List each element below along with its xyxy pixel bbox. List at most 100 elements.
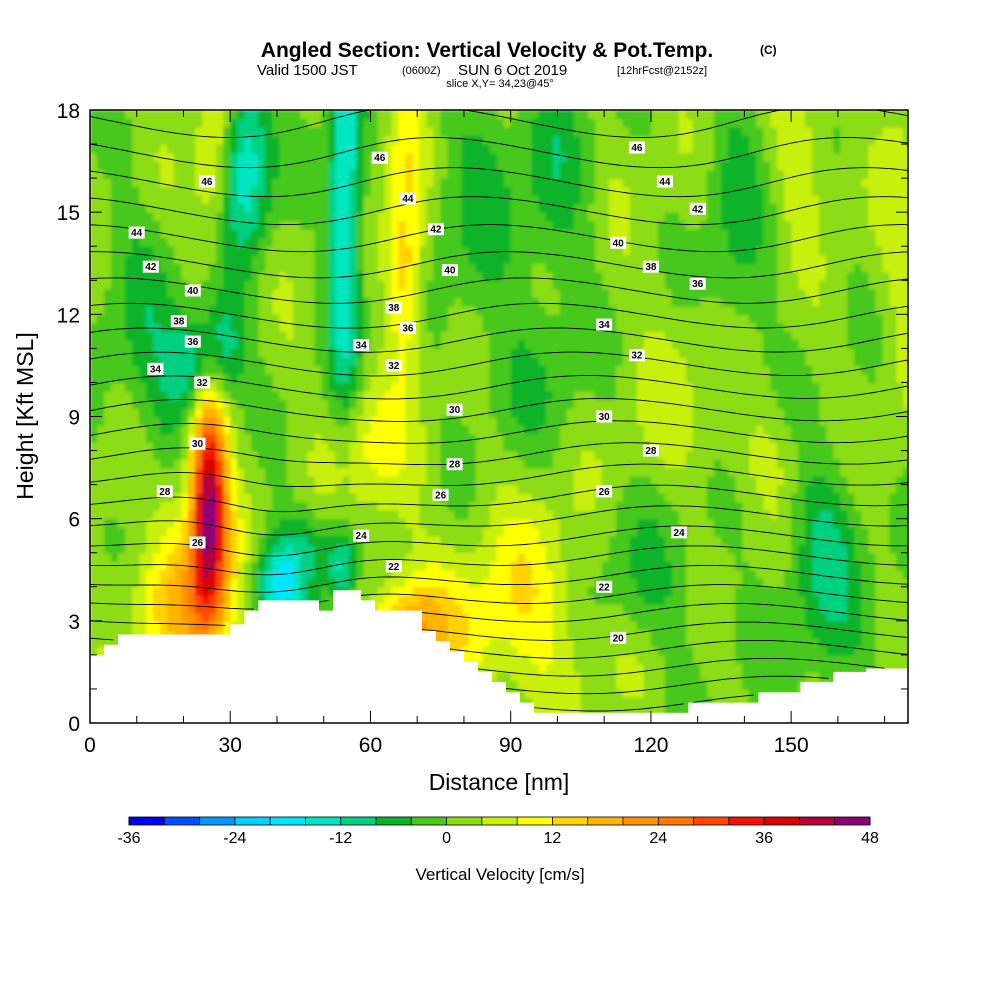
velocity-cell xyxy=(475,152,484,162)
velocity-cell xyxy=(272,356,280,367)
velocity-cell xyxy=(510,433,519,443)
velocity-cell xyxy=(328,433,336,443)
velocity-cell xyxy=(384,118,393,128)
velocity-cell xyxy=(111,135,119,145)
velocity-cell xyxy=(496,314,505,324)
velocity-cell xyxy=(328,442,336,452)
velocity-cell xyxy=(496,246,505,256)
velocity-cell xyxy=(384,433,393,443)
velocity-cell xyxy=(398,425,407,435)
velocity-cell xyxy=(342,144,351,154)
velocity-cell xyxy=(118,135,126,145)
velocity-cell xyxy=(545,688,554,699)
velocity-cell xyxy=(398,552,407,562)
velocity-cell xyxy=(531,203,540,213)
velocity-cell xyxy=(258,135,266,145)
velocity-cell xyxy=(321,127,329,137)
velocity-cell xyxy=(90,127,98,137)
velocity-cell xyxy=(223,612,231,622)
velocity-cell xyxy=(132,127,140,137)
velocity-cell xyxy=(188,510,196,520)
velocity-cell xyxy=(209,476,217,486)
velocity-cell xyxy=(349,263,358,273)
velocity-cell xyxy=(307,382,315,392)
velocity-cell xyxy=(97,527,105,537)
velocity-cell xyxy=(328,229,336,239)
velocity-cell xyxy=(342,450,351,460)
velocity-cell xyxy=(482,544,491,554)
velocity-cell xyxy=(475,212,484,222)
velocity-cell xyxy=(90,637,98,647)
velocity-cell xyxy=(545,399,554,409)
velocity-cell xyxy=(475,314,484,324)
velocity-cell xyxy=(524,399,533,409)
velocity-cell xyxy=(328,459,336,469)
velocity-cell xyxy=(419,246,428,256)
velocity-cell xyxy=(517,595,526,605)
velocity-cell xyxy=(90,390,98,401)
velocity-cell xyxy=(132,135,140,145)
velocity-cell xyxy=(510,237,519,247)
velocity-cell xyxy=(440,280,449,290)
velocity-cell xyxy=(342,118,351,128)
velocity-cell xyxy=(286,493,294,503)
velocity-cell xyxy=(209,450,217,460)
velocity-cell xyxy=(566,348,575,358)
velocity-cell xyxy=(335,561,344,571)
velocity-cell xyxy=(398,254,407,264)
velocity-cell xyxy=(307,459,315,469)
velocity-cell xyxy=(552,169,561,179)
velocity-cell xyxy=(209,152,217,162)
velocity-cell xyxy=(118,544,126,554)
velocity-cell xyxy=(517,663,526,673)
velocity-cell xyxy=(531,680,540,690)
velocity-cell xyxy=(573,629,582,639)
velocity-cell xyxy=(314,586,322,596)
velocity-cell xyxy=(370,288,379,298)
velocity-cell xyxy=(489,612,498,622)
velocity-cell xyxy=(209,569,217,579)
velocity-cell xyxy=(349,365,358,375)
velocity-cell xyxy=(321,433,329,443)
velocity-cell xyxy=(174,186,182,196)
velocity-cell xyxy=(181,416,189,426)
velocity-cell xyxy=(258,203,266,213)
velocity-cell xyxy=(146,229,154,239)
velocity-cell xyxy=(258,544,266,554)
velocity-cell xyxy=(517,127,526,137)
velocity-cell xyxy=(440,578,449,588)
velocity-cell xyxy=(237,144,245,154)
velocity-cell xyxy=(454,127,463,137)
velocity-cell xyxy=(188,356,196,367)
velocity-cell xyxy=(160,382,168,392)
velocity-cell xyxy=(251,220,259,230)
velocity-cell xyxy=(566,578,575,588)
velocity-cell xyxy=(160,467,168,477)
velocity-cell xyxy=(90,382,98,392)
velocity-cell xyxy=(90,297,98,307)
velocity-cell xyxy=(370,305,379,315)
velocity-cell xyxy=(300,425,308,435)
velocity-cell xyxy=(510,535,519,545)
velocity-cell xyxy=(538,237,547,247)
velocity-cell xyxy=(167,246,175,256)
velocity-cell xyxy=(97,365,105,375)
velocity-cell xyxy=(524,442,533,452)
velocity-cell xyxy=(132,527,140,537)
velocity-cell xyxy=(552,535,561,545)
velocity-cell xyxy=(538,552,547,562)
velocity-cell xyxy=(468,178,477,188)
velocity-cell xyxy=(412,450,421,460)
velocity-cell xyxy=(202,246,210,256)
velocity-cell xyxy=(538,620,547,630)
velocity-cell xyxy=(279,561,287,571)
velocity-cell xyxy=(447,348,456,358)
velocity-cell xyxy=(272,161,280,171)
velocity-cell xyxy=(545,110,554,120)
velocity-cell xyxy=(90,535,98,545)
velocity-cell xyxy=(146,493,154,503)
velocity-cell xyxy=(139,127,147,137)
velocity-cell xyxy=(314,254,322,264)
velocity-cell xyxy=(468,297,477,307)
velocity-cell xyxy=(468,476,477,486)
